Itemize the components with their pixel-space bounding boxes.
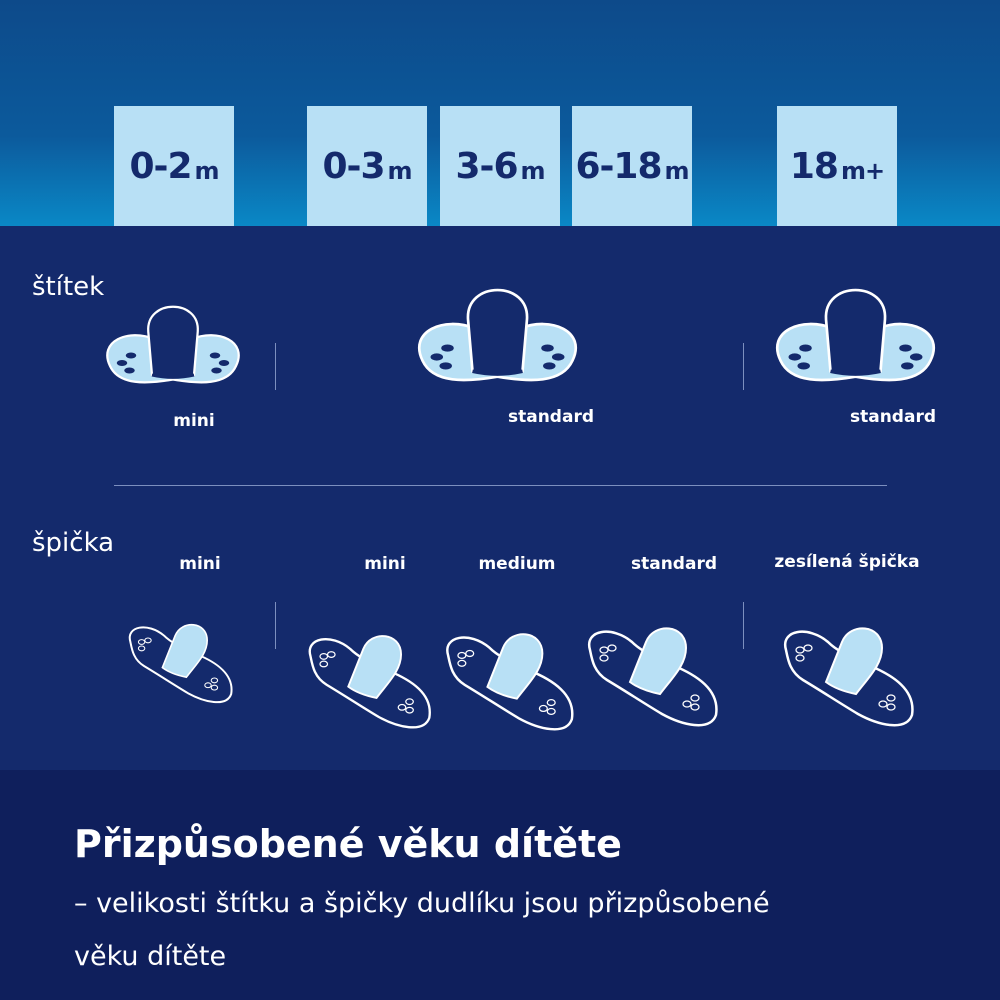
- shield-section-label: štítek: [32, 272, 105, 302]
- age-box-0-3m: 0-3 m: [307, 106, 427, 226]
- age-header: 0-2 m 0-3 m 3-6 m 6-18 m 18 m+: [0, 0, 1000, 226]
- divider: [743, 343, 744, 390]
- age-unit: m: [387, 157, 413, 185]
- footer-subtitle-line1: – velikosti štítku a špičky dudlíku jsou…: [74, 888, 770, 919]
- tip-mini-icon: [303, 628, 435, 732]
- age-box-18m-plus: 18 m+: [777, 106, 897, 226]
- age-unit: m: [520, 157, 546, 185]
- age-box-6-18m: 6-18 m: [572, 106, 692, 226]
- footer-title: Přizpůsobené věku dítěte: [74, 822, 622, 866]
- tip-size-label: zesílená špička: [774, 552, 920, 572]
- tip-section-label: špička: [32, 528, 115, 558]
- footer-band: [0, 770, 1000, 1000]
- age-number: 18: [789, 145, 839, 187]
- footer-subtitle-line2: věku dítěte: [74, 941, 227, 972]
- tip-mini-icon: [124, 618, 236, 706]
- shield-size-label: mini: [173, 411, 215, 431]
- age-number: 6-18: [575, 145, 662, 187]
- shield-size-label: standard: [849, 407, 937, 427]
- tip-size-label: mini: [364, 554, 406, 574]
- age-number: 0-3: [322, 145, 385, 187]
- age-number: 0-2: [129, 145, 192, 187]
- tip-reinforced-icon: [778, 620, 918, 730]
- age-unit: m+: [840, 157, 885, 185]
- tip-medium-icon: [440, 626, 578, 734]
- age-unit: m: [664, 157, 690, 185]
- divider: [743, 602, 744, 649]
- tip-size-label: standard: [630, 554, 718, 574]
- tip-size-label: medium: [478, 554, 556, 574]
- age-box-3-6m: 3-6 m: [440, 106, 560, 226]
- age-unit: m: [194, 157, 220, 185]
- age-number: 3-6: [455, 145, 518, 187]
- tip-size-label: mini: [179, 554, 221, 574]
- shield-mini-icon: [98, 300, 248, 405]
- shield-standard-icon: [405, 282, 590, 407]
- age-box-0-2m: 0-2 m: [114, 106, 234, 226]
- divider: [275, 343, 276, 390]
- section-divider: [114, 485, 887, 486]
- tip-standard-icon: [582, 620, 722, 730]
- shield-size-label: standard: [507, 407, 595, 427]
- shield-standard-large-icon: [763, 282, 948, 407]
- divider: [275, 602, 276, 649]
